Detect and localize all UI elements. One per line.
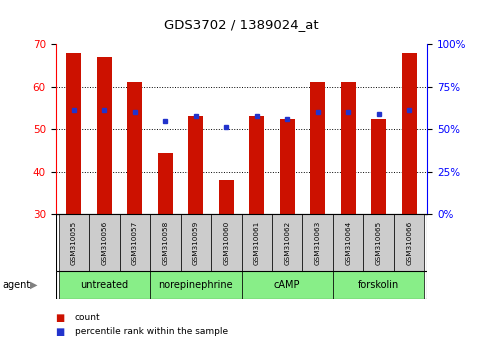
Text: ■: ■ [56, 313, 65, 323]
Bar [58, 271, 150, 299]
Text: GSM310056: GSM310056 [101, 220, 107, 265]
Text: forskolin: forskolin [358, 280, 399, 290]
Bar [394, 214, 425, 271]
Bar [150, 271, 242, 299]
Text: ▶: ▶ [30, 280, 38, 290]
Text: percentile rank within the sample: percentile rank within the sample [75, 327, 228, 336]
Bar [242, 271, 333, 299]
Bar [120, 214, 150, 271]
Text: GSM310062: GSM310062 [284, 220, 290, 265]
Bar [363, 214, 394, 271]
Bar [150, 214, 181, 271]
Text: ■: ■ [56, 327, 65, 337]
Text: norepinephrine: norepinephrine [158, 280, 233, 290]
Text: GSM310064: GSM310064 [345, 220, 351, 265]
Bar [242, 214, 272, 271]
Bar [249, 116, 264, 214]
Bar [333, 271, 425, 299]
Bar [333, 214, 363, 271]
Text: GSM310059: GSM310059 [193, 220, 199, 265]
Bar [341, 82, 356, 214]
Text: GSM310065: GSM310065 [376, 220, 382, 265]
Bar [219, 180, 234, 214]
Text: GSM310055: GSM310055 [71, 220, 77, 265]
Text: GSM310060: GSM310060 [223, 220, 229, 265]
Bar [157, 153, 173, 214]
Bar [58, 214, 89, 271]
Text: GSM310058: GSM310058 [162, 220, 168, 265]
Bar [310, 82, 326, 214]
Bar [280, 119, 295, 214]
Bar [181, 214, 211, 271]
Text: count: count [75, 313, 100, 322]
Text: agent: agent [2, 280, 30, 290]
Bar [371, 119, 386, 214]
Bar [272, 214, 302, 271]
Bar [401, 53, 417, 214]
Text: GSM310066: GSM310066 [406, 220, 412, 265]
Bar [211, 214, 242, 271]
Bar [188, 116, 203, 214]
Bar [302, 214, 333, 271]
Text: untreated: untreated [80, 280, 128, 290]
Text: GDS3702 / 1389024_at: GDS3702 / 1389024_at [164, 18, 319, 31]
Bar [97, 57, 112, 214]
Text: GSM310057: GSM310057 [132, 220, 138, 265]
Bar [89, 214, 120, 271]
Bar [127, 82, 142, 214]
Text: GSM310061: GSM310061 [254, 220, 260, 265]
Text: cAMP: cAMP [274, 280, 300, 290]
Bar [66, 53, 82, 214]
Text: GSM310063: GSM310063 [315, 220, 321, 265]
